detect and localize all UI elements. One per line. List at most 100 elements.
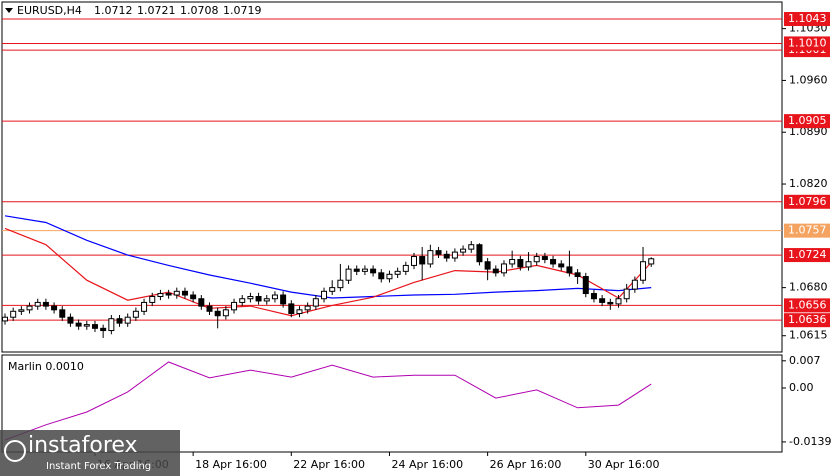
indicator-title: Marlin 0.0010 [8, 360, 84, 373]
candle-body [222, 309, 229, 317]
candle-body [132, 310, 139, 318]
candle-body [509, 259, 516, 265]
candle-body [206, 305, 213, 312]
candle-body [26, 305, 33, 311]
candle-body [67, 316, 74, 324]
indicator-line [4, 361, 652, 441]
candle-body [91, 324, 98, 329]
candle-body [648, 258, 655, 265]
candle-body [173, 290, 180, 296]
candle-body [321, 290, 328, 300]
candle-body [590, 293, 597, 300]
candle-body [337, 279, 344, 289]
candle-body [631, 279, 638, 290]
candle-body [574, 272, 581, 278]
level-label: 1.1043 [788, 12, 827, 25]
candle-body [271, 294, 278, 300]
candle-body [533, 256, 540, 263]
candle-body [239, 298, 246, 303]
candle-body [108, 318, 115, 332]
header-high: 1.0721 [137, 4, 176, 17]
symbol: EURUSD,H4 [17, 4, 82, 17]
candle-body [615, 298, 622, 305]
candle-body [75, 322, 82, 327]
candle-body [2, 316, 8, 322]
candle-body [100, 327, 107, 332]
level-label: 1.0796 [788, 195, 827, 208]
candle-body [124, 316, 131, 324]
candle-body [116, 318, 123, 324]
level-label: 1.0724 [788, 248, 827, 261]
level-label-box [784, 12, 830, 27]
candle-body [476, 244, 483, 263]
y-tick-label: 1.0890 [789, 125, 828, 138]
candle-body [427, 250, 434, 265]
candle-body [296, 309, 303, 315]
y-tick-label: 1.0680 [789, 281, 828, 294]
candle-body [582, 276, 589, 295]
candle-body [443, 253, 450, 259]
x-tick-label: 24 Apr 16:00 [391, 458, 463, 471]
candle-body [34, 301, 41, 307]
candle-body [550, 259, 557, 265]
candle-body [304, 305, 311, 311]
candle-body [51, 305, 58, 311]
candle-body [607, 301, 614, 305]
candle-body [181, 290, 188, 296]
collapse-arrow [5, 8, 13, 13]
candle-body [157, 293, 164, 298]
candle-body [492, 268, 499, 274]
y-tick-label: 0.007 [789, 354, 821, 367]
candle-body [214, 310, 221, 317]
candle-body [599, 298, 606, 303]
candle-body [255, 296, 262, 302]
candle-body [370, 268, 377, 274]
candle-body [623, 288, 630, 300]
main-panel [1, 1, 783, 353]
candle-body [280, 294, 287, 305]
candle-body [59, 309, 66, 318]
header-low: 1.0708 [180, 4, 219, 17]
y-tick-label: 1.0615 [789, 329, 828, 342]
watermark-tagline: Instant Forex Trading [46, 461, 151, 472]
level-label-box [784, 248, 830, 263]
candle-body [558, 263, 565, 268]
candle-body [386, 273, 393, 280]
candle-body [460, 248, 467, 253]
candle-body [83, 324, 90, 327]
indicator-panel [1, 354, 783, 453]
level-label: 1.0757 [788, 224, 827, 237]
candle-body [231, 301, 238, 311]
candle-body [517, 259, 524, 268]
header-close: 1.0719 [223, 4, 262, 17]
candle-body [165, 293, 172, 296]
level-label-box [784, 114, 830, 129]
level-label: 1.1010 [788, 36, 827, 49]
candle-body [329, 287, 336, 292]
candle-body [394, 270, 401, 275]
candle-body [411, 256, 417, 266]
candle-body [640, 261, 647, 281]
candle-body [198, 298, 205, 307]
candle-body [435, 250, 442, 255]
candle-body [500, 263, 507, 274]
watermark-brand: instaforex [28, 433, 138, 458]
candle-body [18, 309, 25, 312]
x-tick-label: 30 Apr 16:00 [588, 458, 660, 471]
candle-body [468, 244, 475, 250]
candle-body [361, 268, 368, 272]
moving-average [4, 215, 652, 299]
level-label-box [784, 298, 830, 313]
candle-body [451, 251, 458, 259]
candle-body [484, 261, 491, 270]
candle-body [353, 268, 360, 272]
level-label-box [784, 223, 830, 238]
y-tick-label: 1.0960 [789, 73, 828, 86]
y-tick-label: 0.00 [789, 381, 814, 394]
moving-average [4, 227, 652, 317]
y-tick-label: 1.0820 [789, 177, 828, 190]
candle-body [10, 310, 17, 318]
candle-body [190, 294, 197, 300]
